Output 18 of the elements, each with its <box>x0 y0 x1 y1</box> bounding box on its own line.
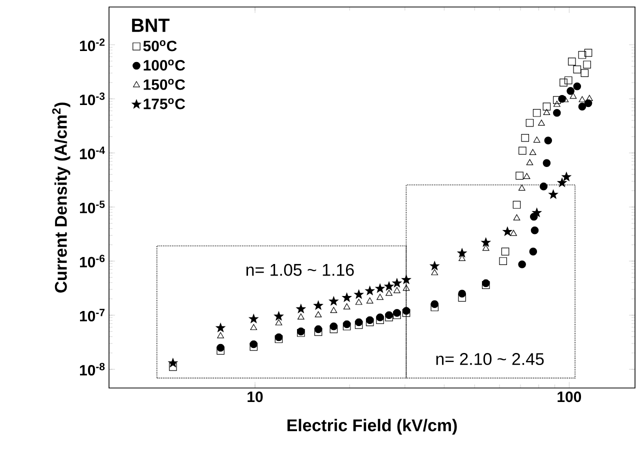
legend-label: 150$^{o}$C <box>144 78 186 90</box>
y-axis-title: Current Density (A/cm$^{2}$) <box>52 102 70 293</box>
x-tick-label: 100 <box>558 392 582 402</box>
annotation: n= 1.05 ~ 1.16 <box>246 264 354 276</box>
y-tick-label: 10$^{-5}$ <box>80 200 105 214</box>
annotation: n= 2.10 ~ 2.45 <box>436 353 544 366</box>
y-tick-label: 10$^{-7}$ <box>80 308 105 322</box>
y-tick-label: 10$^{-8}$ <box>80 362 105 376</box>
x-axis-title: Electric Field (kV/cm) <box>288 418 457 435</box>
legend-title: BNT <box>132 18 170 32</box>
legend-label: 50$^{o}$C <box>143 40 177 52</box>
legend-label: 175$^{o}$C <box>144 98 186 110</box>
x-tick-label: 10 <box>248 392 263 402</box>
legend-label: 100$^{o}$C <box>144 60 186 71</box>
y-tick-label: 10$^{-4}$ <box>80 146 105 160</box>
y-tick-label: 10$^{-2}$ <box>80 38 105 52</box>
y-tick-label: 10$^{-3}$ <box>80 92 105 106</box>
y-tick-label: 10$^{-6}$ <box>80 254 105 268</box>
